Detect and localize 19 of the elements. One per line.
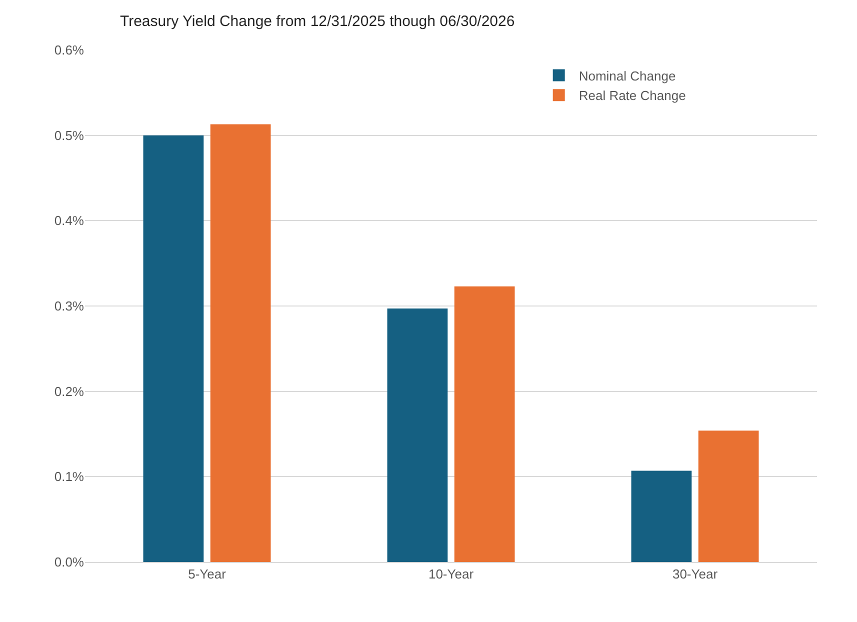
bar — [454, 286, 515, 562]
bar — [698, 430, 759, 562]
y-tick-label: 0.6% — [54, 42, 84, 58]
bar — [631, 470, 692, 562]
bar — [387, 308, 448, 562]
chart-title: Treasury Yield Change from 12/31/2025 though 06/30/2026 — [120, 13, 515, 30]
legend-label: Real Rate Change — [578, 88, 686, 104]
y-tick-label: 0.4% — [54, 213, 84, 228]
y-tick-label: 0.2% — [54, 384, 84, 399]
bar — [210, 124, 271, 562]
x-tick-label: 10-Year — [428, 566, 474, 582]
y-tick-label: 0.3% — [54, 298, 84, 314]
x-tick-label: 30-Year — [672, 566, 718, 582]
y-tick-label: 0.5% — [54, 128, 84, 143]
y-tick-label: 0.1% — [54, 469, 84, 484]
y-tick-label: 0.0% — [54, 554, 84, 570]
x-tick-label: 5-Year — [188, 566, 227, 582]
legend-label: Nominal Change — [578, 68, 676, 84]
bar — [143, 135, 204, 562]
